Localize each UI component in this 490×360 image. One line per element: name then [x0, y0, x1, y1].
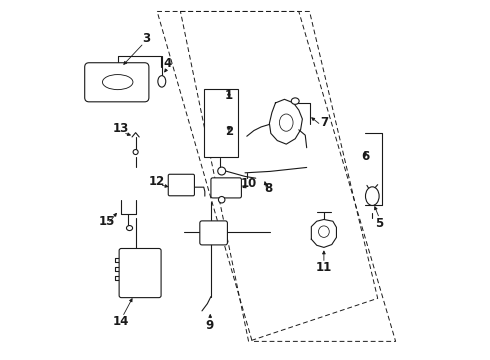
FancyBboxPatch shape — [211, 178, 242, 198]
Text: 4: 4 — [164, 57, 172, 70]
Ellipse shape — [218, 167, 225, 175]
FancyBboxPatch shape — [200, 221, 227, 245]
Ellipse shape — [126, 226, 133, 230]
FancyBboxPatch shape — [119, 248, 161, 298]
Text: 15: 15 — [99, 215, 115, 228]
Ellipse shape — [158, 76, 166, 87]
Text: 10: 10 — [241, 177, 257, 190]
Text: 14: 14 — [113, 315, 129, 328]
Text: 6: 6 — [361, 150, 369, 163]
Ellipse shape — [133, 149, 138, 154]
Text: 13: 13 — [113, 122, 129, 135]
FancyBboxPatch shape — [85, 63, 149, 102]
FancyBboxPatch shape — [168, 174, 195, 196]
FancyBboxPatch shape — [204, 89, 238, 157]
Text: 7: 7 — [320, 116, 328, 129]
Text: 3: 3 — [142, 32, 150, 45]
Text: 1: 1 — [225, 89, 233, 102]
Text: 8: 8 — [264, 183, 272, 195]
Text: 5: 5 — [375, 216, 384, 230]
Ellipse shape — [219, 197, 225, 203]
Text: 12: 12 — [149, 175, 165, 188]
Text: 9: 9 — [205, 319, 213, 332]
Text: 11: 11 — [316, 261, 332, 274]
Ellipse shape — [366, 187, 379, 206]
Text: 2: 2 — [225, 125, 233, 138]
Ellipse shape — [291, 98, 299, 104]
